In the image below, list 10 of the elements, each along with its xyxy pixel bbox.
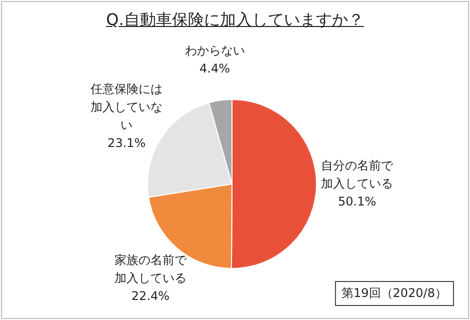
data-label: 23.1% (108, 136, 146, 150)
slice-label: 家族の名前で加入している (114, 252, 188, 285)
chart-title: Q.自動車保険に加入していますか？ (106, 10, 364, 29)
data-label: 22.4% (131, 288, 170, 303)
slice-label: 自分の名前で加入している (321, 158, 394, 191)
data-label: 50.1% (338, 194, 376, 209)
slice-label: わからない (184, 43, 245, 58)
data-label: 4.4% (200, 61, 230, 76)
text: 第19回（2020/8） (334, 281, 454, 306)
slice-label: 任意保険には加入していない (90, 82, 163, 132)
